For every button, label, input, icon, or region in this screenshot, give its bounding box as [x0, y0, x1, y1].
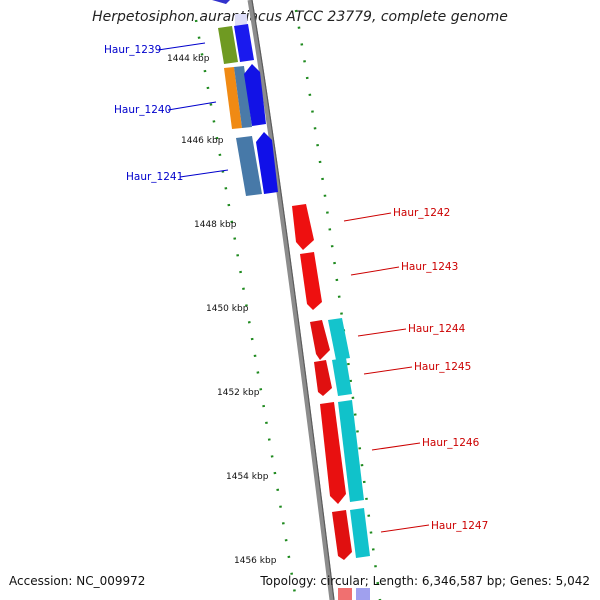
kbp-tick-label: 1446 kbp — [181, 136, 224, 146]
gene-block-partial-bottom — [338, 588, 352, 600]
gene-label-haur-1239[interactable]: Haur_1239 — [104, 44, 161, 56]
gene-block-haur-1246-cyan — [338, 400, 364, 502]
accession-text: Accession: NC_009972 — [9, 574, 146, 588]
guide-dots — [194, 9, 382, 600]
gene-label-haur-1243[interactable]: Haur_1243 — [401, 261, 458, 273]
gene-block-haur-1241-steel — [236, 136, 262, 196]
gene-block-haur-1241-blue — [256, 132, 278, 194]
gene-label-haur-1244[interactable]: Haur_1244 — [408, 323, 466, 335]
gene-block-haur-1246-red — [320, 402, 346, 504]
gene-block-haur-1240-steel — [234, 66, 252, 128]
gene-block-partial-bottom — [356, 588, 370, 600]
gene-block-haur-1245-cyan — [332, 358, 352, 396]
kbp-tick-label: 1456 kbp — [234, 556, 277, 566]
gene-label-haur-1246[interactable]: Haur_1246 — [422, 437, 480, 449]
gene-label-haur-1241[interactable]: Haur_1241 — [126, 171, 183, 183]
genome-backbone — [247, 0, 335, 600]
gene-block-haur-1247-red — [332, 510, 352, 560]
gene-block-haur-1239-blue — [234, 24, 254, 62]
gene-label-haur-1245[interactable]: Haur_1245 — [414, 361, 471, 373]
kbp-tick-label: 1450 kbp — [206, 304, 249, 314]
gene-block-partial-top — [212, 0, 230, 4]
gene-block-haur-1242 — [292, 204, 314, 250]
gene-block-haur-1243 — [300, 252, 322, 310]
kbp-tick-label: 1448 kbp — [194, 220, 237, 230]
gene-label-haur-1240[interactable]: Haur_1240 — [114, 104, 171, 116]
gene-block-haur-1239-olive — [218, 26, 238, 64]
gene-block-haur-1240-blue — [244, 64, 266, 126]
gene-block-haur-1245-red — [314, 360, 332, 396]
label-connectors — [157, 42, 430, 533]
gene-block-haur-1244-cyan — [328, 318, 350, 360]
gene-label-haur-1247[interactable]: Haur_1247 — [431, 520, 488, 532]
kbp-tick-label: 1444 kbp — [167, 54, 210, 64]
genome-summary-text: Topology: circular; Length: 6,346,587 bp… — [260, 574, 590, 588]
gene-block-haur-1240-orange — [224, 67, 242, 129]
gene-label-haur-1242[interactable]: Haur_1242 — [393, 207, 450, 219]
kbp-tick-label: 1454 kbp — [226, 472, 269, 482]
gene-block-haur-1244-red — [310, 320, 330, 360]
kbp-tick-label: 1452 kbp — [217, 388, 260, 398]
gene-block-haur-1247-cyan — [350, 508, 370, 558]
